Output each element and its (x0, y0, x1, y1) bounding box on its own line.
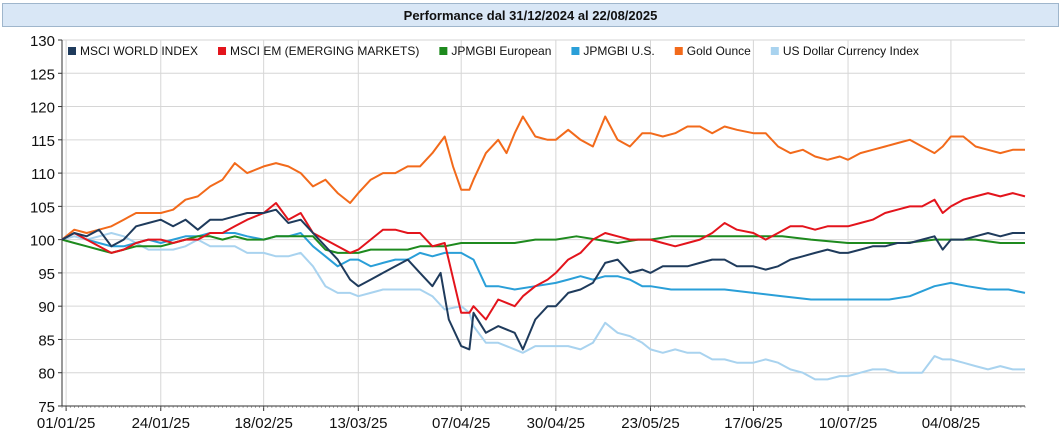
legend-swatch (674, 47, 683, 55)
series-line-jpmgbi-u-s (61, 232, 1026, 301)
series-line-msci-world-index (61, 208, 1025, 351)
x-tick-label: 01/01/25 (37, 415, 95, 432)
legend: MSCI WORLD INDEX MSCI EM (EMERGING MARKET… (68, 44, 919, 58)
x-tick-label: 07/04/25 (432, 415, 490, 432)
x-tick-label: 17/06/25 (724, 415, 782, 432)
y-tick-label: 100 (30, 233, 55, 250)
y-tick-label: 115 (31, 133, 55, 150)
x-tick-label: 04/08/25 (922, 415, 980, 432)
series-layer (61, 115, 1026, 381)
legend-swatch (218, 47, 227, 55)
x-tick-label: 13/03/25 (329, 415, 387, 432)
legend-label: MSCI WORLD INDEX (80, 44, 198, 58)
y-tick-label: 120 (30, 100, 55, 117)
y-tick-label: 75 (38, 399, 55, 416)
series-line-us-dollar-currency-index (61, 232, 1025, 381)
y-tick-label: 80 (38, 366, 55, 383)
y-tick-label: 95 (38, 266, 55, 283)
legend-swatch (770, 47, 779, 55)
legend-label: MSCI EM (EMERGING MARKETS) (230, 44, 419, 58)
y-tick-label: 110 (31, 166, 55, 183)
series-line-gold-ounce (61, 115, 1025, 241)
y-tick-label: 105 (30, 199, 55, 216)
legend-swatch (439, 47, 448, 55)
legend-label: Gold Ounce (687, 44, 751, 58)
legend-label: JPMGBI European (451, 44, 551, 58)
x-tick-label: 23/05/25 (621, 415, 679, 432)
axis-layer: 75 80 85 90 95 100 105 110 115 120 125 130 01/01/25 2… (30, 33, 1026, 432)
chart-title: Performance dal 31/12/2024 al 22/08/2025 (2, 3, 1059, 27)
legend-label: US Dollar Currency Index (783, 44, 919, 58)
y-tick-label: 125 (30, 66, 55, 83)
x-tick-label: 24/01/25 (132, 415, 190, 432)
y-tick-label: 90 (38, 299, 55, 316)
legend-label: JPMGBI U.S. (583, 44, 654, 58)
x-tick-label: 30/04/25 (527, 415, 585, 432)
legend-swatch (68, 47, 76, 55)
series-line-msci-em-emerging-markets (61, 192, 1026, 321)
y-tick-label: 85 (38, 332, 55, 349)
legend-swatch (571, 47, 580, 55)
x-tick-label: 10/07/25 (819, 415, 877, 432)
y-tick-label: 130 (30, 33, 55, 50)
x-tick-label: 18/02/25 (234, 415, 292, 432)
